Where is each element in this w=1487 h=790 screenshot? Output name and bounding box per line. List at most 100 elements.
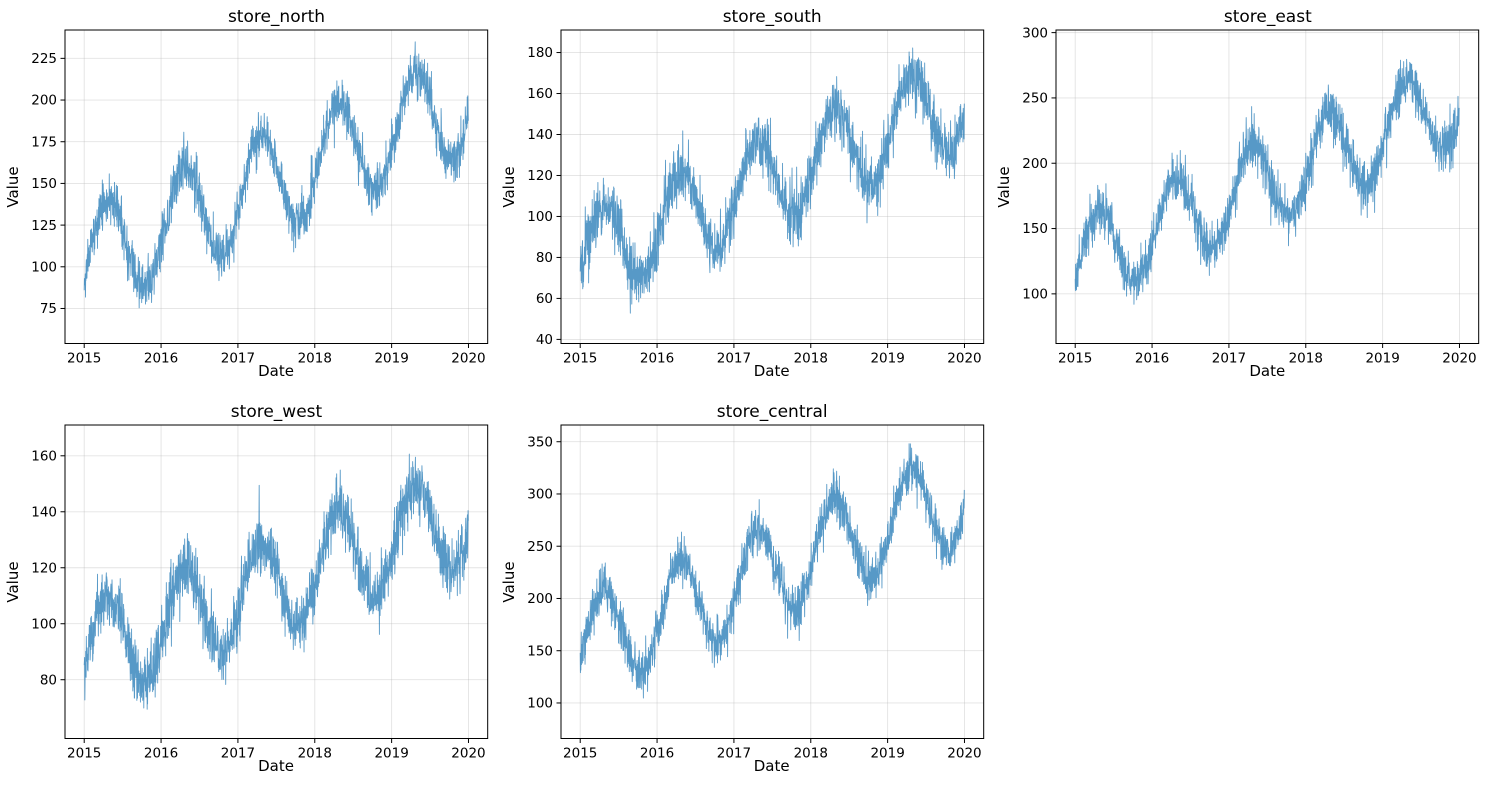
x-tick-label: 2015 bbox=[1058, 350, 1092, 366]
x-tick-label: 2016 bbox=[144, 745, 178, 761]
y-tick-label: 100 bbox=[527, 696, 553, 712]
x-axis-label: Date bbox=[753, 362, 790, 380]
y-tick-label: 125 bbox=[31, 218, 57, 234]
x-tick-label: 2017 bbox=[716, 745, 750, 761]
x-tick-label: 2016 bbox=[640, 350, 674, 366]
y-tick-label: 160 bbox=[527, 86, 553, 102]
subplot-title: store_east bbox=[1223, 7, 1312, 27]
series-line-store_central bbox=[579, 443, 965, 699]
x-axis-label: Date bbox=[258, 362, 294, 380]
y-axis-label: Value bbox=[499, 561, 518, 603]
y-tick-label: 175 bbox=[31, 134, 57, 150]
x-tick-label: 2017 bbox=[1212, 350, 1246, 366]
x-tick-label: 2019 bbox=[870, 745, 904, 761]
subplot-title: store_west bbox=[230, 402, 323, 422]
x-tick-label: 2016 bbox=[1135, 350, 1169, 366]
y-tick-label: 120 bbox=[31, 560, 57, 576]
x-axis-label: Date bbox=[753, 757, 790, 775]
y-tick-label: 160 bbox=[31, 448, 57, 464]
y-tick-label: 150 bbox=[1023, 221, 1049, 237]
x-tick-label: 2018 bbox=[298, 745, 332, 761]
axes-spines bbox=[64, 29, 489, 344]
subplot-title: store_south bbox=[722, 7, 822, 27]
y-tick-label: 100 bbox=[1023, 287, 1049, 303]
plot-svg-store_west: 2015 2016 2017 2018 2019 2020 80 100 120 140 160 bbox=[31, 424, 489, 761]
y-tick-label: 200 bbox=[31, 93, 57, 109]
y-tick-label: 225 bbox=[31, 51, 57, 67]
plot-canvas: 2015 2016 2017 2018 2019 2020 100 150 200 250 300 bbox=[991, 0, 1487, 395]
series-line-store_east bbox=[1075, 58, 1460, 305]
x-tick-label: 2019 bbox=[374, 745, 408, 761]
x-tick-label: 2018 bbox=[1289, 350, 1323, 366]
y-tick-label: 300 bbox=[527, 487, 553, 503]
y-tick-label: 180 bbox=[527, 45, 553, 61]
y-tick-label: 100 bbox=[31, 259, 57, 275]
x-tick-label: 2016 bbox=[640, 745, 674, 761]
x-tick-label: 2018 bbox=[793, 745, 827, 761]
y-axis-label: Value bbox=[995, 166, 1014, 208]
x-tick-label: 2018 bbox=[298, 350, 332, 366]
subplot-title: store_north bbox=[227, 7, 326, 27]
series-line-store_north bbox=[83, 41, 469, 309]
plot-svg-store_south: 2015 2016 2017 2018 2019 2020 40 60 80 100 120 140 1… bbox=[527, 29, 984, 366]
subplot-store-south: 2015 2016 2017 2018 2019 2020 40 60 80 100 120 140 1… bbox=[496, 0, 992, 395]
x-tick-label: 2020 bbox=[451, 350, 485, 366]
subplot-store-central: 2015 2016 2017 2018 2019 2020 100 150 200 250 300 3… bbox=[496, 395, 992, 790]
x-tick-label: 2020 bbox=[947, 745, 981, 761]
y-tick-label: 250 bbox=[527, 539, 553, 555]
y-tick-label: 120 bbox=[527, 168, 553, 184]
y-axis-label: Value bbox=[4, 561, 22, 603]
axes-spines bbox=[560, 424, 984, 739]
x-tick-label: 2017 bbox=[716, 350, 750, 366]
y-axis-label: Value bbox=[499, 166, 518, 208]
y-tick-label: 100 bbox=[527, 209, 553, 225]
x-tick-label: 2019 bbox=[1366, 350, 1400, 366]
plot-svg-store_north: 2015 2016 2017 2018 2019 2020 75 100 125 150 175 20… bbox=[31, 29, 489, 366]
x-tick-label: 2019 bbox=[870, 350, 904, 366]
axes-spines bbox=[1055, 29, 1480, 344]
x-axis-label: Date bbox=[1249, 362, 1286, 380]
x-tick-label: 2015 bbox=[563, 745, 597, 761]
x-tick-label: 2020 bbox=[1443, 350, 1477, 366]
empty-cell bbox=[991, 395, 1487, 790]
plot-canvas: 2015 2016 2017 2018 2019 2020 100 150 200 250 300 3… bbox=[496, 395, 992, 790]
y-tick-label: 300 bbox=[1023, 25, 1049, 41]
x-tick-label: 2019 bbox=[374, 350, 408, 366]
y-tick-label: 250 bbox=[1023, 91, 1049, 107]
x-tick-label: 2017 bbox=[221, 745, 255, 761]
x-tick-label: 2015 bbox=[67, 745, 101, 761]
axes-spines bbox=[560, 29, 984, 344]
y-tick-label: 75 bbox=[40, 301, 57, 317]
y-tick-label: 350 bbox=[527, 434, 553, 450]
y-tick-label: 140 bbox=[527, 127, 553, 143]
y-tick-label: 40 bbox=[536, 332, 553, 348]
plot-svg-store_central: 2015 2016 2017 2018 2019 2020 100 150 200 250 300 3… bbox=[527, 424, 984, 761]
plot-canvas: 2015 2016 2017 2018 2019 2020 80 100 120 140 160 bbox=[0, 395, 496, 790]
x-tick-label: 2020 bbox=[451, 745, 485, 761]
series-line-store_south bbox=[579, 47, 965, 314]
y-tick-label: 80 bbox=[40, 672, 57, 688]
y-axis-label: Value bbox=[4, 166, 22, 208]
y-tick-label: 140 bbox=[31, 504, 57, 520]
plot-canvas: 2015 2016 2017 2018 2019 2020 40 60 80 100 120 140 1… bbox=[496, 0, 992, 395]
y-tick-label: 150 bbox=[31, 176, 57, 192]
series-line-store_west bbox=[83, 453, 469, 710]
y-tick-label: 200 bbox=[1023, 156, 1049, 172]
y-tick-label: 60 bbox=[536, 291, 553, 307]
y-tick-label: 150 bbox=[527, 643, 553, 659]
x-tick-label: 2016 bbox=[144, 350, 178, 366]
x-tick-label: 2020 bbox=[947, 350, 981, 366]
plot-canvas: 2015 2016 2017 2018 2019 2020 75 100 125 150 175 20… bbox=[0, 0, 496, 395]
subplot-store-west: 2015 2016 2017 2018 2019 2020 80 100 120 140 160 s… bbox=[0, 395, 496, 790]
subplot-store-east: 2015 2016 2017 2018 2019 2020 100 150 200 250 300 … bbox=[991, 0, 1487, 395]
y-tick-label: 100 bbox=[31, 616, 57, 632]
y-tick-label: 200 bbox=[527, 591, 553, 607]
axes-spines bbox=[64, 424, 489, 739]
plot-svg-store_east: 2015 2016 2017 2018 2019 2020 100 150 200 250 300 bbox=[1023, 25, 1480, 366]
x-tick-label: 2017 bbox=[221, 350, 255, 366]
x-tick-label: 2018 bbox=[793, 350, 827, 366]
subplot-title: store_central bbox=[716, 402, 828, 422]
x-tick-label: 2015 bbox=[563, 350, 597, 366]
x-tick-label: 2015 bbox=[67, 350, 101, 366]
